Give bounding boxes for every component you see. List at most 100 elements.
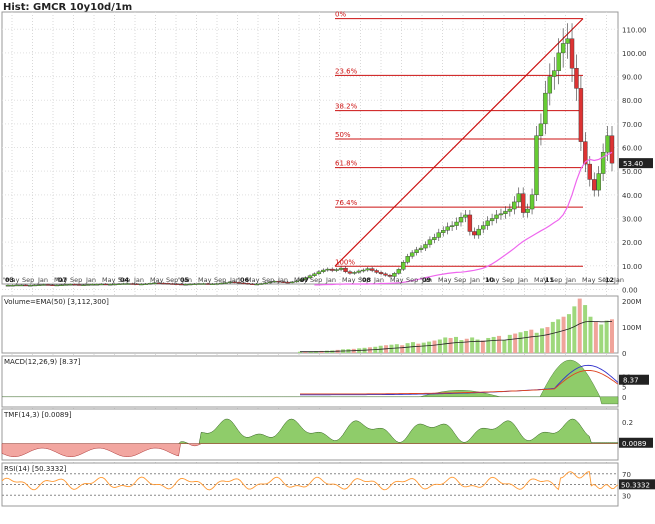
volume-bar: [540, 328, 545, 353]
volume-bar: [421, 342, 426, 353]
current-price-label: 53.40: [623, 160, 643, 168]
year-label: '06: [238, 276, 250, 284]
x-tick-label: May: [6, 276, 20, 284]
fib-label: 23.6%: [335, 67, 358, 75]
macd-title: MACD(12,26,9) [8.37]: [4, 358, 81, 366]
candle-body: [436, 232, 441, 238]
candle-body: [50, 284, 55, 286]
candle-body: [463, 214, 468, 218]
candle-body: [472, 231, 477, 236]
candle-body: [201, 283, 206, 285]
volume-bar: [427, 341, 432, 353]
volume-bar: [507, 334, 512, 353]
x-tick-label: Sep: [406, 276, 418, 284]
candle-body: [312, 273, 317, 276]
volume-bar: [577, 298, 582, 353]
candle-body: [454, 221, 459, 226]
candle-body: [556, 52, 561, 71]
candle-body: [330, 268, 335, 271]
x-tick-label: Sep: [118, 276, 130, 284]
candle-body: [32, 284, 37, 287]
candle-body: [76, 284, 82, 286]
candle-body: [23, 284, 28, 287]
candle-body: [583, 141, 588, 165]
candle-body: [409, 252, 415, 257]
candle-body: [272, 280, 277, 283]
candle-body: [378, 272, 384, 275]
candle-body: [520, 193, 526, 213]
candle-body: [498, 213, 504, 216]
price-tick-label: 100.00: [622, 50, 647, 58]
candle-body: [125, 283, 131, 285]
fib-label: 50%: [335, 131, 351, 139]
fib-label: 38.2%: [335, 103, 358, 111]
volume-tick-label: 100M: [622, 324, 641, 332]
x-tick-label: Sep: [454, 276, 466, 284]
candle-body: [307, 275, 313, 278]
macd-value-label: 8.37: [623, 377, 639, 385]
candle-body: [187, 283, 193, 286]
candle-body: [19, 284, 24, 287]
x-tick-label: May: [582, 276, 596, 284]
x-tick-label: Sep: [166, 276, 178, 284]
volume-bar: [480, 340, 485, 353]
candle-body: [494, 214, 499, 219]
volume-title: Volume=EMA(50) [3,112,300]: [4, 298, 109, 306]
x-tick-label: Jan: [229, 276, 240, 284]
x-tick-label: May: [102, 276, 116, 284]
candle-body: [10, 284, 15, 287]
volume-bar: [588, 316, 593, 353]
candle-body: [267, 281, 273, 284]
candle-body: [147, 283, 153, 285]
candle-body: [316, 271, 322, 275]
volume-bar: [410, 342, 415, 353]
fib-label: 0%: [335, 11, 346, 19]
candle-body: [427, 239, 433, 245]
candle-body: [529, 194, 535, 210]
candle-body: [374, 270, 379, 273]
candle-body: [405, 256, 410, 263]
candle-body: [596, 173, 601, 191]
candle-body: [196, 283, 202, 285]
candle-body: [298, 279, 304, 282]
x-tick-label: May: [486, 276, 500, 284]
volume-bar: [454, 336, 458, 353]
volume-bar: [437, 339, 442, 353]
volume-bar: [416, 343, 421, 353]
candle-body: [236, 282, 242, 284]
candle-body: [547, 76, 553, 94]
candle-body: [321, 269, 326, 272]
year-label: '08: [360, 276, 372, 284]
x-tick-label: May: [198, 276, 212, 284]
volume-bar: [298, 351, 302, 353]
rsi-value-label: 50.3332: [621, 481, 650, 489]
volume-bar: [486, 337, 491, 353]
x-tick-label: May: [246, 276, 260, 284]
x-tick-label: Jan: [517, 276, 528, 284]
price-panel: 0% 23.6% 38.2% 50% 61.8% 76.4% 100%: [5, 11, 615, 287]
volume-bar: [610, 319, 614, 353]
volume-bar: [599, 324, 604, 353]
candle-body: [59, 284, 64, 286]
candle-body: [63, 284, 68, 286]
candle-body: [516, 193, 521, 203]
volume-bar: [470, 337, 475, 353]
x-tick-label: Sep: [262, 276, 274, 284]
candle-body: [45, 284, 51, 286]
price-tick-label: 60.00: [622, 145, 642, 153]
tmf-tick-label: 0.2: [622, 419, 633, 427]
candle-body: [534, 135, 539, 196]
macd-line: [300, 364, 619, 396]
volume-bar: [400, 345, 405, 353]
candle-body: [609, 135, 615, 164]
fib-trend-line: [334, 18, 584, 267]
volume-bar: [303, 351, 308, 353]
candle-body: [369, 268, 375, 271]
candle-body: [161, 282, 166, 285]
candle-body: [183, 284, 188, 286]
candle-body: [294, 280, 299, 283]
rsi-panel: RSI(14) [50.3332]: [1, 465, 619, 496]
x-tick-label: Jan: [565, 276, 576, 284]
candle-body: [538, 123, 544, 136]
